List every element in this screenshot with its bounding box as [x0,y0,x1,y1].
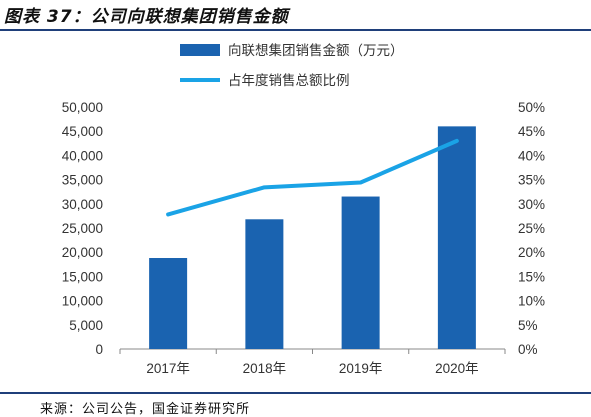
left-tick-label: 20,000 [62,245,103,260]
bar [341,196,380,349]
left-tick-label: 5,000 [69,318,103,333]
x-axis: 2017年 2018年 2019年 2020年 [119,348,506,376]
right-tick-label: 45% [518,124,545,139]
bar [149,258,188,349]
line-point [455,139,459,143]
right-tick-label: 35% [518,173,545,188]
right-axis-ticks: 0% 5% 10% 15% 20% 25% 30% 35% 40% 45% 50% [518,100,545,357]
legend-line-label: 占年度销售总额比例 [228,73,350,89]
legend: 向联想集团销售金额（万元） 占年度销售总额比例 [180,43,404,89]
bar [245,219,284,349]
bottom-rule [0,392,591,394]
right-tick-label: 0% [518,342,538,357]
source-note: 来源：公司公告，国金证券研究所 [40,402,251,417]
left-tick-label: 40,000 [62,148,103,163]
left-axis-ticks: 0 5,000 10,000 15,000 20,000 25,000 30,000 35,0… [62,100,103,357]
bar [437,126,476,349]
left-tick-label: 15,000 [62,269,103,284]
left-tick-label: 35,000 [62,173,103,188]
line-series [166,138,459,217]
x-tick-label: 2020年 [435,361,479,376]
left-tick-label: 45,000 [62,124,103,139]
x-tick-label: 2018年 [243,361,287,376]
left-tick-label: 10,000 [62,294,103,309]
left-tick-label: 25,000 [62,221,103,236]
right-tick-label: 10% [518,294,545,309]
ratio-line [166,138,459,217]
right-tick-label: 50% [518,100,545,115]
line-point [262,185,266,189]
figure-title: 图表 37：公司向联想集团销售金额 [4,7,289,27]
left-tick-label: 50,000 [62,100,103,115]
left-tick-label: 0 [95,342,103,357]
line-point [166,212,170,216]
right-tick-label: 5% [518,318,538,333]
legend-bar-label: 向联想集团销售金额（万元） [228,43,404,59]
x-tick-label: 2017年 [146,361,190,376]
right-tick-label: 25% [518,221,545,236]
right-tick-label: 15% [518,269,545,284]
legend-bar-swatch [180,44,220,56]
right-tick-label: 30% [518,197,545,212]
top-rule [0,29,591,31]
left-tick-label: 30,000 [62,197,103,212]
right-tick-label: 20% [518,245,545,260]
bar-series [149,126,476,349]
right-tick-label: 40% [518,148,545,163]
line-point [359,181,363,185]
chart: 向联想集团销售金额（万元） 占年度销售总额比例 0 5,000 10,000 15,00… [62,43,545,376]
x-tick-label: 2019年 [339,361,383,376]
